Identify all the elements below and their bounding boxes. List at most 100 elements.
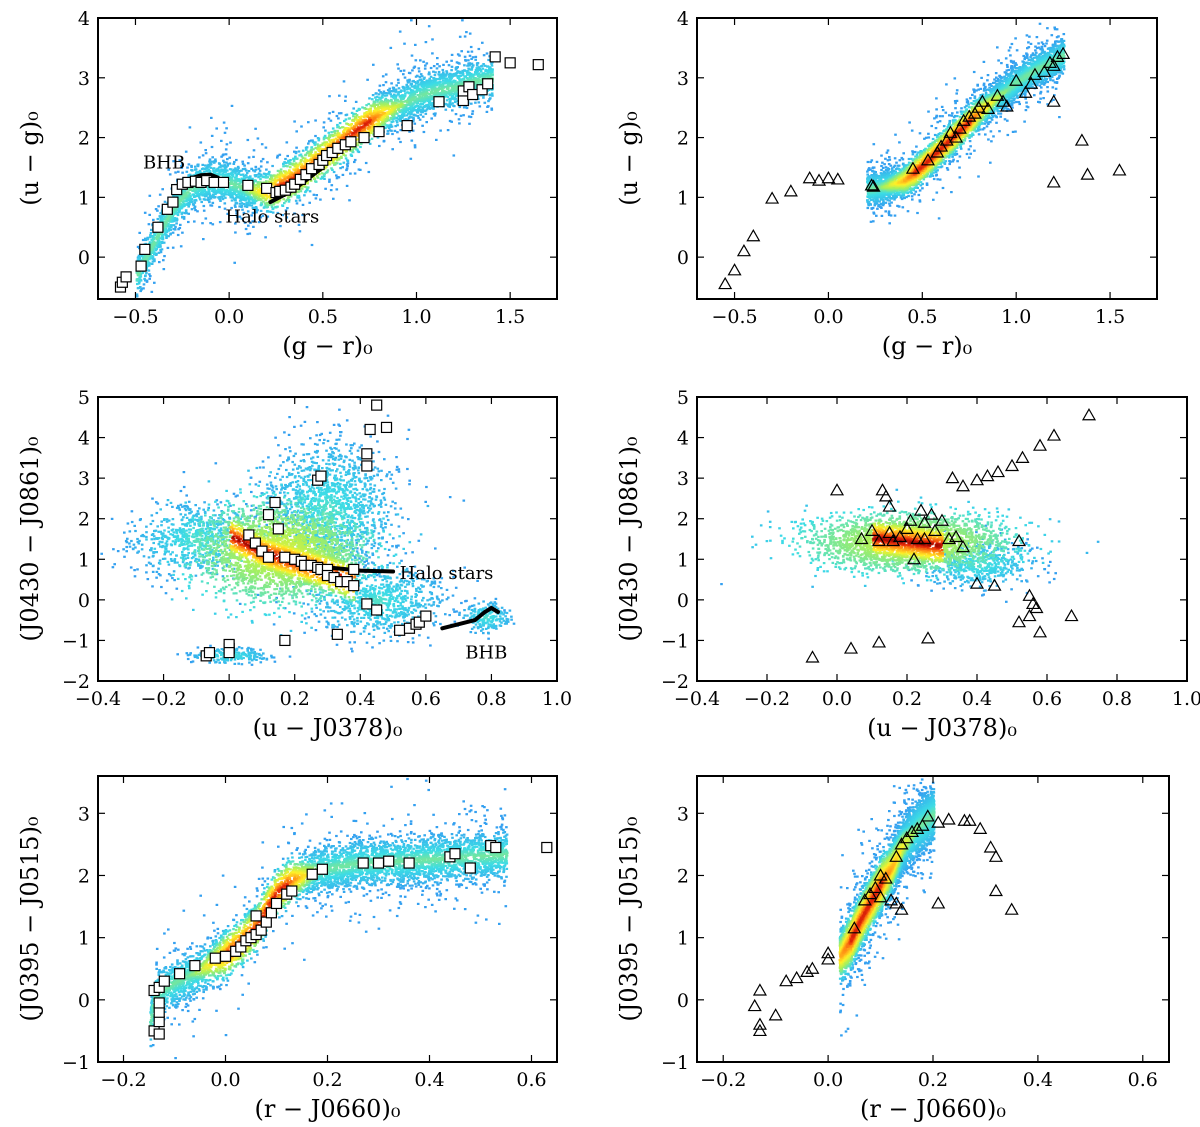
density-pixel (209, 222, 212, 225)
density-pixel (264, 174, 268, 177)
density-pixel (328, 160, 331, 163)
density-pixel (144, 255, 147, 258)
density-pixel (312, 193, 316, 196)
density-pixel (393, 102, 396, 105)
density-pixel (397, 87, 401, 90)
density-pixel (146, 236, 149, 239)
density-pixel (191, 193, 194, 196)
density-pixel (260, 143, 264, 146)
density-pixel (345, 122, 348, 125)
density-pixel (399, 129, 402, 132)
density-pixel (363, 116, 366, 119)
density-pixel (441, 88, 444, 91)
density-pixel (246, 138, 250, 142)
density-pixel (388, 91, 391, 94)
density-pixel (214, 170, 217, 173)
density-pixel (413, 93, 417, 96)
density-pixel (278, 153, 282, 156)
density-pixel (404, 118, 407, 121)
density-pixel (345, 184, 349, 187)
density-pixel (433, 74, 437, 77)
density-pixel (419, 105, 422, 108)
density-pixel (454, 72, 458, 75)
density-pixel (384, 94, 387, 97)
density-pixel (180, 205, 183, 208)
density-pixel (353, 160, 356, 164)
density-pixel (254, 195, 258, 198)
density-pixel (411, 80, 414, 83)
density-pixel (167, 214, 171, 218)
density-pixel (431, 52, 434, 55)
density-pixel (230, 192, 234, 195)
density-pixel (482, 76, 485, 79)
density-pixel (292, 160, 296, 163)
density-pixel (223, 207, 227, 210)
density-pixel (342, 80, 346, 83)
density-pixel (228, 162, 232, 165)
density-pixel (399, 115, 402, 118)
density-pixel (369, 111, 372, 114)
density-pixel (151, 255, 154, 258)
density-pixel (317, 139, 321, 142)
density-pixel (340, 155, 343, 158)
density-pixel (413, 122, 417, 125)
density-pixel (412, 94, 415, 97)
density-pixel (410, 89, 413, 92)
density-pixel (323, 177, 326, 180)
density-pixel (178, 203, 181, 206)
density-pixel (177, 170, 180, 173)
density-pixel (150, 250, 154, 253)
density-pixel (368, 130, 371, 133)
density-pixel (144, 279, 147, 282)
density-pixel (274, 206, 277, 209)
density-pixel (396, 99, 399, 102)
density-pixel (254, 168, 258, 171)
density-pixel (174, 225, 177, 228)
density-pixel (180, 203, 184, 206)
density-pixel (438, 78, 441, 81)
density-pixel (384, 126, 387, 129)
density-pixel (295, 202, 299, 205)
density-pixel (322, 121, 326, 124)
density-pixel (204, 167, 207, 171)
density-pixel (293, 120, 296, 123)
density-pixel (467, 73, 470, 76)
density-pixel (209, 204, 212, 207)
density-pixel (199, 141, 203, 144)
density-pixel (329, 134, 332, 137)
density-pixel (250, 214, 253, 217)
density-pixel (137, 254, 141, 257)
density-pixel (181, 200, 184, 203)
density-pixel (217, 169, 221, 172)
density-pixel (311, 158, 315, 162)
density-pixel (257, 190, 261, 193)
density-pixel (156, 209, 159, 212)
density-pixel (293, 150, 296, 153)
density-pixel (312, 148, 315, 151)
density-pixel (453, 80, 457, 84)
density-pixel (194, 168, 198, 171)
density-pixel (490, 64, 494, 67)
density-pixel (271, 211, 275, 214)
density-pixel (382, 92, 386, 95)
density-pixel (179, 245, 183, 248)
density-pixel (304, 164, 308, 167)
density-pixel (150, 228, 153, 231)
density-pixel (327, 131, 331, 134)
density-pixel (387, 92, 391, 95)
density-pixel (451, 109, 454, 112)
density-pixel (346, 127, 349, 130)
density-pixel (419, 91, 422, 94)
density-pixel (425, 94, 429, 98)
density-pixel (400, 97, 403, 100)
density-pixel (263, 205, 267, 208)
density-pixel (194, 198, 197, 202)
density-pixel (468, 75, 472, 78)
density-pixel (318, 173, 321, 176)
density-pixel (223, 131, 227, 134)
density-pixel (343, 119, 346, 123)
density-pixel (425, 62, 429, 65)
density-pixel (363, 107, 366, 110)
density-pixel (408, 130, 411, 133)
density-pixel (449, 99, 452, 102)
